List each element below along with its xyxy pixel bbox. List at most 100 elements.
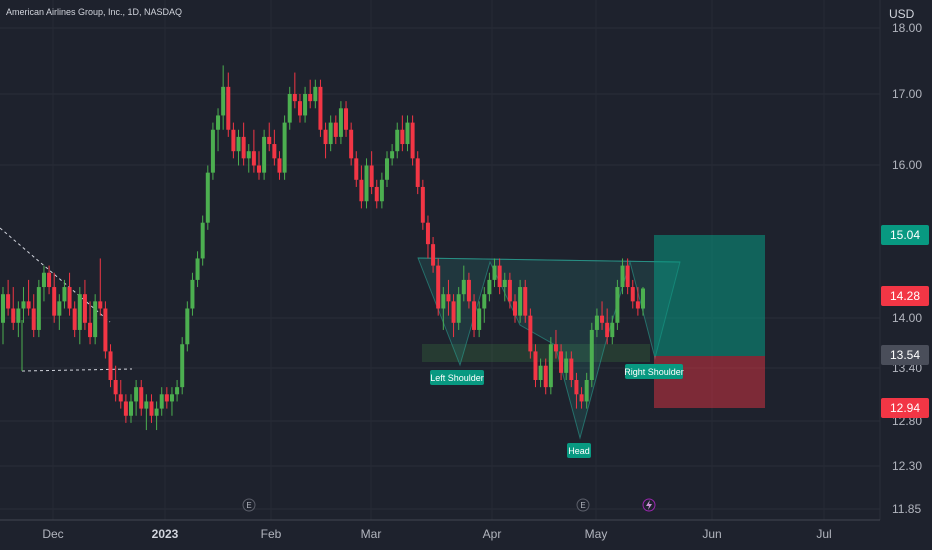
price-label-badge [881, 225, 929, 245]
candle-body [175, 387, 180, 395]
candle-body [108, 351, 113, 380]
candle-body [482, 294, 487, 309]
price-tick-label: 16.00 [892, 158, 922, 172]
candle-body [349, 129, 354, 159]
candle-body [390, 151, 395, 159]
candle-body [630, 287, 635, 302]
time-tick-label: Mar [361, 527, 382, 541]
candle-body [82, 294, 87, 323]
candle-body [446, 294, 451, 302]
candle-body [374, 186, 379, 202]
candle-body [251, 151, 256, 166]
candle-body [205, 172, 210, 223]
time-tick-label: Feb [261, 527, 282, 541]
candle-body [129, 401, 133, 416]
candle-body [6, 294, 11, 309]
currency-label: USD [889, 7, 915, 21]
candle-body [528, 315, 533, 352]
candle-body [180, 344, 185, 388]
price-label-text: 15.04 [890, 228, 920, 242]
candle-body [26, 301, 31, 309]
candle-body [589, 329, 594, 380]
candle-body [461, 279, 466, 295]
candle-body [292, 94, 297, 102]
time-tick-label: 2023 [152, 527, 179, 541]
candle-body [308, 94, 313, 102]
candle-body [472, 301, 477, 330]
candle-body [16, 308, 21, 323]
lightning-icon[interactable] [642, 498, 656, 512]
candle-body [36, 287, 41, 330]
candle-body [31, 308, 36, 330]
candle-body [313, 86, 318, 102]
candle-body [262, 136, 267, 173]
price-label-badge [881, 398, 929, 418]
candle-body [507, 279, 512, 302]
candle-body [144, 401, 149, 409]
candle-body [272, 144, 277, 159]
candle-body [379, 179, 384, 202]
candle-body [62, 287, 67, 302]
candle-body [359, 179, 364, 202]
candle-body [297, 101, 302, 116]
label-right-shoulder-text: Right Shoulder [624, 367, 684, 377]
candle-body [52, 287, 57, 316]
candle-body [123, 401, 128, 416]
candle-body [257, 165, 261, 173]
candle-body [72, 308, 77, 330]
price-label-text: 12.94 [890, 401, 920, 415]
price-labels: 15.04 14.28 13.54 12.94 [881, 225, 929, 418]
candle-body [318, 86, 323, 130]
candle-body [584, 380, 589, 402]
candle-body [431, 244, 436, 266]
candle-body [487, 279, 492, 295]
time-axis-ticks: Dec 2023 Feb Mar Apr May Jun Jul [42, 527, 831, 541]
candle-body [497, 265, 502, 288]
label-head: Head [567, 443, 591, 458]
candle-body [564, 358, 569, 373]
time-tick-label: Dec [42, 527, 63, 541]
candle-body [369, 165, 374, 187]
time-tick-label: May [585, 527, 608, 541]
candle-body [282, 122, 287, 173]
candle-body [451, 301, 456, 323]
candle-body [277, 158, 282, 173]
candle-body [113, 380, 118, 395]
candle-body [385, 158, 389, 180]
candle-body [410, 122, 415, 159]
candle-body [98, 301, 103, 309]
price-label-badge [881, 345, 929, 365]
candle-body [436, 265, 441, 309]
candle-body [579, 394, 584, 402]
label-left-shoulder: Left Shoulder [430, 370, 484, 385]
earnings-icon[interactable]: E [576, 498, 590, 512]
candle-body [615, 287, 620, 323]
candle-body [400, 129, 405, 145]
candle-body [159, 394, 164, 409]
earnings-icon[interactable]: E [242, 498, 256, 512]
candle-body [477, 308, 482, 330]
candle-body [425, 222, 430, 245]
candle-body [533, 351, 538, 380]
candle-body [415, 158, 420, 187]
candle-body [1, 294, 5, 323]
target-zone [654, 235, 765, 356]
candle-body [67, 287, 72, 309]
candle-body [267, 136, 272, 145]
price-axis-panel[interactable] [880, 0, 932, 550]
candle-body [241, 136, 246, 159]
time-tick-label: Apr [483, 527, 502, 541]
candle-body [323, 129, 328, 145]
candle-body [538, 365, 543, 380]
price-tick-label: 18.00 [892, 21, 922, 35]
candle-body [513, 301, 517, 316]
candle-body [466, 279, 471, 302]
candlestick-series [1, 65, 645, 431]
candle-body [395, 129, 400, 152]
candle-body [57, 301, 62, 316]
candle-body [149, 401, 154, 416]
candle-body [559, 351, 564, 373]
candle-body [441, 294, 446, 309]
